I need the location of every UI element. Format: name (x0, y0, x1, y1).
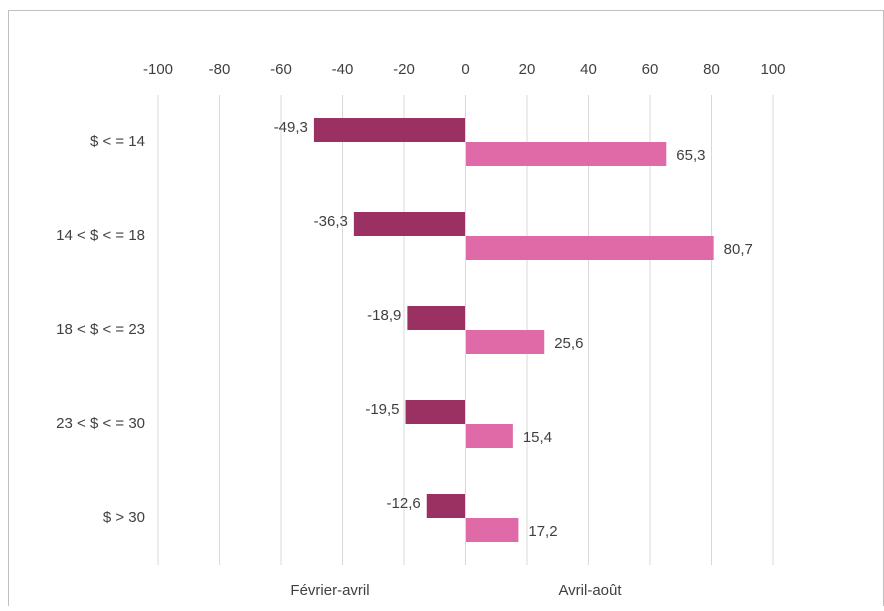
x-tick-label: 0 (461, 61, 469, 78)
data-label: 80,7 (724, 241, 753, 258)
x-tick-label: -20 (393, 61, 415, 78)
bar (313, 118, 466, 142)
y-tick-label: 14 < $ < = 18 (56, 227, 145, 244)
y-tick-label: $ < = 14 (90, 133, 145, 150)
data-label: -49,3 (274, 119, 308, 136)
bar (465, 424, 513, 448)
bar (407, 306, 466, 330)
y-tick-label: 18 < $ < = 23 (56, 321, 145, 338)
data-label: -18,9 (367, 307, 401, 324)
data-label: 17,2 (528, 523, 557, 540)
legend-label: Février-avril (290, 582, 369, 599)
data-label: -19,5 (365, 401, 399, 418)
bar (426, 494, 466, 518)
data-label: 15,4 (523, 429, 552, 446)
data-label: -12,6 (387, 495, 421, 512)
bar (465, 142, 667, 166)
x-tick-label: -100 (143, 61, 173, 78)
legend-label: Avril-août (558, 582, 622, 599)
bar (405, 400, 466, 424)
data-label: 25,6 (554, 335, 583, 352)
data-label: 65,3 (676, 147, 705, 164)
y-tick-label: 23 < $ < = 30 (56, 415, 145, 432)
x-tick-label: 20 (519, 61, 536, 78)
bar (465, 330, 545, 354)
x-tick-label: 100 (760, 61, 785, 78)
y-tick-label: $ > 30 (103, 509, 145, 526)
bar (465, 518, 519, 542)
x-tick-label: 40 (580, 61, 597, 78)
bar (465, 236, 714, 260)
x-tick-label: -60 (270, 61, 292, 78)
x-tick-label: -80 (209, 61, 231, 78)
x-tick-label: 60 (642, 61, 659, 78)
x-tick-label: -40 (332, 61, 354, 78)
data-label: -36,3 (314, 213, 348, 230)
bar (353, 212, 466, 236)
x-tick-label: 80 (703, 61, 720, 78)
